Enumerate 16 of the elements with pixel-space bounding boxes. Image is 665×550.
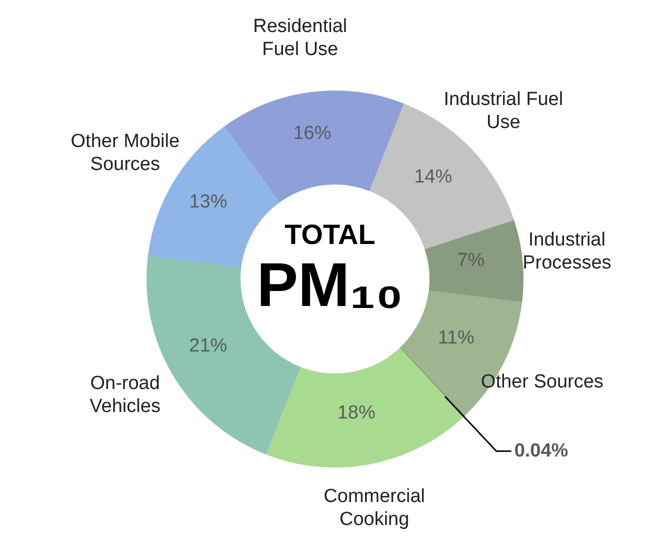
slice-label: Commercial Cooking — [324, 486, 426, 530]
data-label: 18% — [337, 402, 376, 424]
slice-label: On-road Vehicles — [90, 373, 160, 418]
slice-label: Other Sources — [480, 371, 604, 392]
data-label: 16% — [293, 123, 332, 144]
data-label: 11% — [438, 328, 475, 349]
data-label: 14% — [414, 166, 452, 188]
slice-label: Industrial Fuel Use — [444, 88, 564, 133]
data-label: 0.04% — [514, 440, 568, 462]
slice-label: Industrial Processes — [522, 229, 612, 274]
text: TOTAL PM₁₀ — [256, 219, 404, 320]
data-label: 13% — [189, 191, 228, 212]
data-label: 7% — [457, 250, 485, 272]
slice-label: Other Mobile Sources — [70, 130, 180, 175]
data-label: 21% — [189, 335, 228, 356]
slice-label: Residential Fuel Use — [253, 16, 348, 60]
